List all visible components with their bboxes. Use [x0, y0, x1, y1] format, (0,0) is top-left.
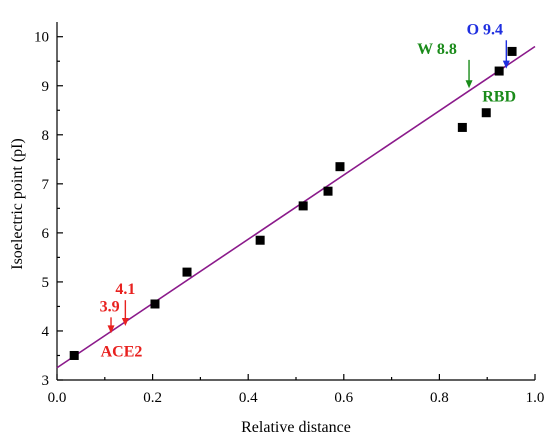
region-label: ACE2 — [101, 344, 143, 361]
data-point — [507, 46, 517, 56]
plot-frame — [56, 22, 535, 381]
data-point — [481, 108, 491, 118]
data-point — [298, 201, 308, 211]
x-axis-ticks: 0.0 0.2 0.4 0.6 0.8 1.0 — [48, 374, 545, 406]
x-tick-label: 0.4 — [239, 390, 258, 406]
x-tick-label: 1.0 — [526, 390, 545, 406]
y-tick-label: 4 — [42, 324, 50, 340]
y-tick-label: 3 — [42, 373, 50, 389]
annotation-arrow-head — [465, 80, 473, 89]
x-tick-label: 0.0 — [48, 390, 67, 406]
annotation-label: 4.1 — [115, 281, 135, 298]
annotation-arrow-head — [502, 60, 510, 69]
annotation-label: O 9.4 — [467, 21, 503, 38]
annotation-label: W 8.8 — [417, 41, 457, 58]
y-tick-label: 7 — [42, 177, 50, 193]
data-point — [335, 162, 345, 172]
data-point — [69, 350, 79, 360]
data-point — [494, 66, 504, 76]
x-tick-label: 0.6 — [334, 390, 353, 406]
fit-line — [56, 45, 536, 369]
data-point — [457, 122, 467, 132]
y-tick-label: 8 — [42, 128, 50, 144]
fit-line-group — [56, 45, 536, 369]
y-tick-label: 9 — [42, 79, 50, 95]
data-point — [323, 186, 333, 196]
x-tick-label: 0.8 — [430, 390, 449, 406]
data-point — [255, 235, 265, 245]
y-axis-title: Isoelectric point (pI) — [9, 138, 26, 270]
y-tick-label: 6 — [42, 226, 50, 242]
annotation-label: 3.9 — [100, 298, 120, 315]
x-axis-title: Relative distance — [241, 419, 351, 436]
region-label: RBD — [482, 89, 516, 106]
x-tick-label: 0.2 — [143, 390, 162, 406]
data-point — [182, 267, 192, 277]
region-labels: ACE2 RBD — [101, 89, 516, 361]
data-point — [150, 299, 160, 309]
y-tick-label: 10 — [34, 30, 49, 46]
annotations: 4.13.9 W 8.8 O 9.4 — [100, 21, 510, 334]
annotation-arrow-head — [121, 318, 129, 327]
annotation-arrow-head — [107, 325, 115, 334]
y-axis-ticks: 3 4 5 6 7 8 9 10 — [34, 30, 63, 389]
data-points — [69, 46, 517, 360]
y-tick-label: 5 — [42, 275, 50, 291]
